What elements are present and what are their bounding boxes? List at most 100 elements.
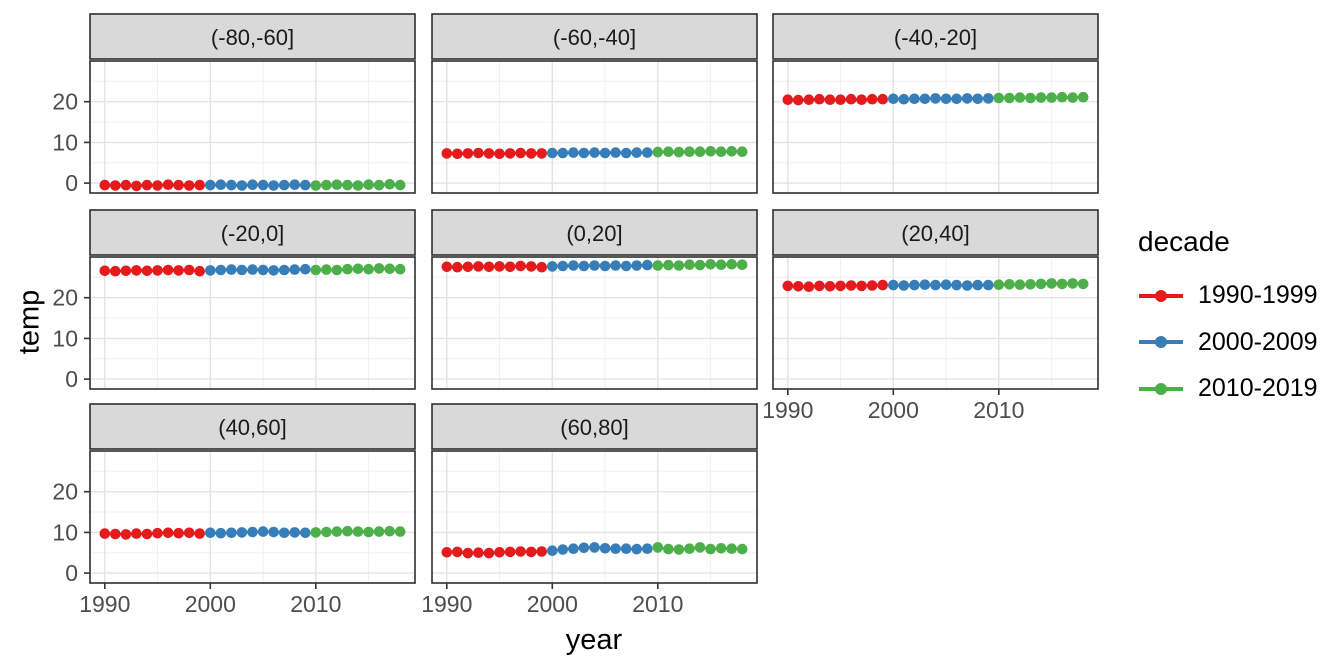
data-point xyxy=(673,544,685,555)
data-point xyxy=(642,543,653,554)
data-point xyxy=(803,281,815,293)
data-point xyxy=(215,179,227,190)
data-point xyxy=(652,146,664,158)
data-point xyxy=(940,93,952,105)
panel-border xyxy=(89,450,416,584)
data-point xyxy=(131,528,142,539)
data-point xyxy=(578,260,590,272)
facet-strip-label: (-40,-20] xyxy=(894,25,977,50)
data-point xyxy=(141,179,153,191)
data-point xyxy=(684,146,695,157)
data-point xyxy=(194,265,205,277)
data-point xyxy=(278,527,290,539)
data-point xyxy=(652,542,664,553)
facet-panel xyxy=(90,61,415,193)
facet-strip-label: (-20,0] xyxy=(221,221,285,246)
data-point xyxy=(462,261,474,273)
facet-panel xyxy=(773,257,1098,389)
legend-entry-label: 1990-1999 xyxy=(1198,281,1318,309)
data-point xyxy=(705,146,716,157)
legend: decade 1990-1999 2000-2009 2010-2019 xyxy=(1138,226,1318,403)
data-point xyxy=(342,179,353,191)
data-point xyxy=(321,179,332,191)
legend-key-icon xyxy=(1139,382,1183,395)
data-point xyxy=(983,93,994,104)
data-point xyxy=(183,527,195,539)
x-tick-label: 2010 xyxy=(973,397,1024,423)
data-point xyxy=(515,546,526,557)
facet-panel xyxy=(90,257,415,389)
data-point xyxy=(898,280,910,291)
data-point xyxy=(352,180,364,191)
data-point xyxy=(715,259,727,271)
data-point xyxy=(631,147,642,158)
data-point xyxy=(310,527,322,538)
panel-border xyxy=(89,60,416,194)
x-tick-label: 2000 xyxy=(527,591,578,617)
data-point xyxy=(589,147,600,158)
data-point xyxy=(504,546,516,558)
data-point xyxy=(589,260,600,271)
data-point xyxy=(673,260,685,271)
data-point xyxy=(1004,92,1015,104)
data-point xyxy=(940,279,952,291)
data-point xyxy=(824,281,836,292)
data-point xyxy=(504,261,516,273)
data-point xyxy=(866,280,878,291)
data-point xyxy=(483,547,495,559)
data-point xyxy=(289,179,301,190)
x-tick-label: 2010 xyxy=(632,591,683,617)
data-point xyxy=(99,265,111,277)
x-tick-label: 2000 xyxy=(868,397,919,423)
data-point xyxy=(120,529,132,540)
x-axis-title: year xyxy=(565,624,623,656)
data-point xyxy=(363,263,374,275)
data-point xyxy=(363,179,374,190)
data-point xyxy=(373,526,385,537)
legend-entry: 2010-2019 xyxy=(1138,374,1318,403)
facet-strip-label: (40,60] xyxy=(218,415,287,440)
y-tick-label: 0 xyxy=(65,560,78,586)
data-point xyxy=(394,179,406,191)
data-point xyxy=(441,261,453,273)
data-point xyxy=(578,147,590,159)
data-point xyxy=(1067,278,1078,289)
data-point xyxy=(909,93,920,105)
y-axis-title: temp xyxy=(13,289,46,355)
data-point xyxy=(268,265,279,276)
data-point xyxy=(1067,92,1078,103)
data-point xyxy=(215,527,227,539)
data-point xyxy=(898,93,910,105)
facet-strip xyxy=(431,403,758,450)
data-point xyxy=(1014,279,1026,291)
data-point xyxy=(268,526,279,538)
data-point xyxy=(384,179,396,190)
facet-strip xyxy=(89,209,416,256)
data-point xyxy=(1025,92,1036,104)
data-point xyxy=(845,93,857,105)
data-point xyxy=(620,147,632,159)
data-point xyxy=(120,265,132,277)
data-point xyxy=(99,528,111,539)
data-point xyxy=(694,259,706,271)
data-point xyxy=(1056,278,1068,290)
facet-strip-label: (0,20] xyxy=(566,221,622,246)
data-point xyxy=(236,527,248,538)
data-point xyxy=(694,146,706,157)
data-point xyxy=(803,94,815,105)
data-point xyxy=(342,525,353,537)
data-point xyxy=(694,542,706,553)
data-point xyxy=(536,546,547,557)
data-point xyxy=(736,146,748,157)
data-point xyxy=(663,543,674,555)
data-point xyxy=(557,544,569,555)
facet-strip-label: (20,40] xyxy=(901,221,970,246)
data-point xyxy=(557,147,569,159)
data-point xyxy=(494,261,505,272)
data-point xyxy=(384,263,396,275)
data-point xyxy=(141,528,153,540)
data-point xyxy=(620,260,632,272)
data-point xyxy=(1046,92,1057,103)
legend-entry: 2000-2009 xyxy=(1138,328,1318,357)
data-point xyxy=(983,279,994,291)
